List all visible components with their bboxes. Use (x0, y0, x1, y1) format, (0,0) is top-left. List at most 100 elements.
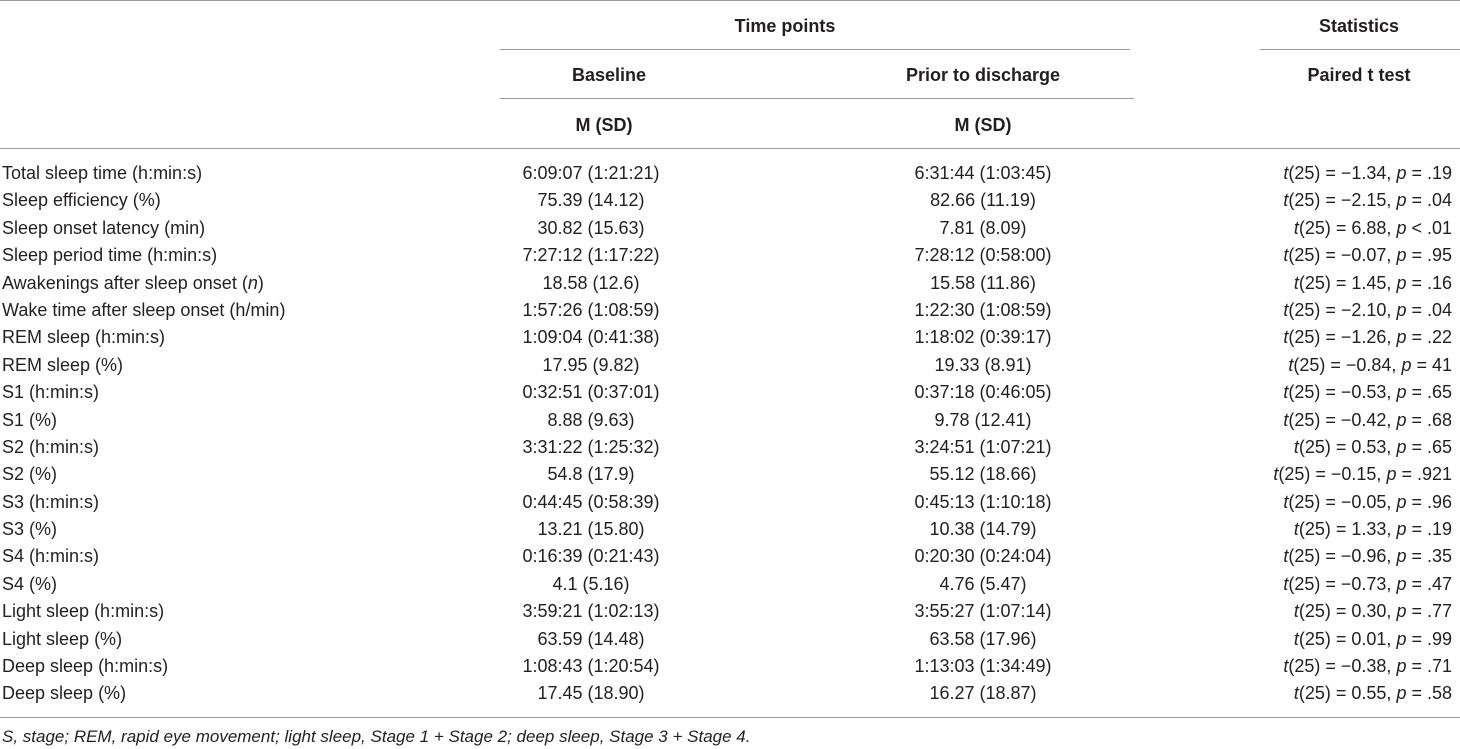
row-label: Awakenings after sleep onset (n) (2, 272, 264, 293)
table-row: REM sleep (%) 17.95 (9.82) 19.33 (8.91) t(2… (0, 352, 1460, 379)
results-table-body: Total sleep time (h:min:s) 6:09:07 (1:21:… (0, 160, 1460, 708)
table-bottom-rule (0, 717, 1460, 718)
table-footnote: S, stage; REM, rapid eye movement; light… (2, 727, 751, 746)
paired-t-test-value: t(25) = −0.96, p = .35 (1283, 546, 1452, 567)
discharge-value: 16.27 (18.87) (929, 683, 1037, 704)
baseline-value: 17.95 (9.82) (542, 354, 640, 375)
row-label: S4 (%) (2, 573, 58, 594)
baseline-value: 0:16:39 (0:21:43) (522, 546, 660, 567)
table-row: Awakenings after sleep onset (n) 18.58 (1… (0, 270, 1460, 297)
baseline-value: 7:27:12 (1:17:22) (522, 245, 660, 266)
paired-t-test-value: t(25) = −0.73, p = .47 (1283, 573, 1452, 594)
paired-t-test-value: t(25) = 0.53, p = .65 (1293, 436, 1452, 457)
discharge-value: 1:13:03 (1:34:49) (914, 656, 1052, 677)
table-row: S1 (%) 8.88 (9.63) 9.78 (12.41) t(25) = −0.… (0, 407, 1460, 434)
paired-t-test-value: t(25) = −0.84, p = 41 (1288, 354, 1452, 375)
paired-t-test-value: t(25) = −0.05, p = .96 (1283, 491, 1452, 512)
row-label: Deep sleep (%) (2, 683, 127, 704)
discharge-value: 0:45:13 (1:10:18) (914, 491, 1052, 512)
baseline-value: 6:09:07 (1:21:21) (522, 163, 660, 183)
paired-t-test-value: t(25) = −0.53, p = .65 (1283, 382, 1452, 403)
header-time-points: Time points (734, 16, 836, 36)
table-row: Deep sleep (h:min:s) 1:08:43 (1:20:54) 1:1… (0, 653, 1460, 680)
discharge-value: 0:37:18 (0:46:05) (914, 382, 1052, 403)
row-label: Light sleep (%) (2, 628, 123, 649)
row-label: Sleep period time (h:min:s) (2, 245, 218, 266)
discharge-value: 19.33 (8.91) (934, 354, 1032, 375)
row-label: S1 (h:min:s) (2, 382, 100, 403)
row-label: S4 (h:min:s) (2, 546, 100, 567)
table-row: S3 (h:min:s) 0:44:45 (0:58:39) 0:45:13 (1:… (0, 489, 1460, 516)
baseline-value: 3:31:22 (1:25:32) (522, 436, 660, 457)
paired-t-test-value: t(25) = −2.10, p = .04 (1283, 299, 1452, 320)
baseline-value: 1:57:26 (1:08:59) (522, 299, 660, 320)
row-label: REM sleep (%) (2, 354, 124, 375)
discharge-value: 4.76 (5.47) (939, 573, 1027, 594)
paired-t-test-value: t(25) = 6.88, p < .01 (1293, 217, 1452, 238)
discharge-value: 9.78 (12.41) (934, 409, 1032, 430)
paired-t-test-value: t(25) = −0.38, p = .71 (1283, 656, 1452, 677)
baseline-value: 1:08:43 (1:20:54) (522, 656, 660, 677)
paired-t-test-value: t(25) = −0.07, p = .95 (1283, 245, 1452, 266)
table-row: S4 (%) 4.1 (5.16) 4.76 (5.47) t(25) = −0.73… (0, 571, 1460, 598)
table-row: Deep sleep (%) 17.45 (18.90) 16.27 (18.87)… (0, 680, 1460, 707)
row-label: Sleep efficiency (%) (2, 190, 161, 211)
discharge-value: 6:31:44 (1:03:45) (914, 163, 1052, 183)
header-prior-to-discharge: Prior to discharge (905, 65, 1061, 85)
time-points-rule (500, 49, 1130, 50)
baseline-value: 75.39 (14.12) (537, 190, 645, 211)
table-row: Light sleep (h:min:s) 3:59:21 (1:02:13) 3:… (0, 598, 1460, 625)
table-row: S1 (h:min:s) 0:32:51 (0:37:01) 0:37:18 (0:… (0, 379, 1460, 406)
baseline-value: 3:59:21 (1:02:13) (522, 601, 660, 622)
row-label: Light sleep (h:min:s) (2, 601, 165, 622)
discharge-value: 3:55:27 (1:07:14) (914, 601, 1052, 622)
paired-t-test-value: t(25) = −0.42, p = .68 (1283, 409, 1452, 430)
discharge-value: 15.58 (11.86) (930, 272, 1036, 293)
discharge-value: 55.12 (18.66) (929, 464, 1037, 485)
discharge-value: 3:24:51 (1:07:21) (914, 436, 1052, 457)
row-label: S3 (h:min:s) (2, 491, 100, 512)
baseline-value: 18.58 (12.6) (542, 272, 640, 293)
paired-t-test-value: t(25) = −2.15, p = .04 (1283, 190, 1452, 211)
baseline-value: 0:32:51 (0:37:01) (522, 382, 660, 403)
top-rule (0, 0, 1460, 1)
table-row: Sleep onset latency (min) 30.82 (15.63) 7.… (0, 215, 1460, 242)
baseline-value: 30.82 (15.63) (537, 217, 645, 238)
discharge-value: 7:28:12 (0:58:00) (914, 245, 1052, 266)
discharge-value: 63.58 (17.96) (929, 628, 1037, 649)
row-label: S3 (%) (2, 519, 58, 540)
paired-t-test-value: t(25) = 1.45, p = .16 (1293, 272, 1452, 293)
baseline-rule (500, 98, 1134, 99)
paired-t-test-value: t(25) = 1.33, p = .19 (1293, 519, 1452, 540)
table-row: S2 (h:min:s) 3:31:22 (1:25:32) 3:24:51 (1:… (0, 434, 1460, 461)
table-row: S3 (%) 13.21 (15.80) 10.38 (14.79) t(25) = … (0, 516, 1460, 543)
discharge-value: 82.66 (11.19) (930, 190, 1036, 211)
baseline-value: 0:44:45 (0:58:39) (522, 491, 660, 512)
row-label: S2 (h:min:s) (2, 436, 100, 457)
discharge-value: 0:20:30 (0:24:04) (914, 546, 1052, 567)
table-row: REM sleep (h:min:s) 1:09:04 (0:41:38) 1:18… (0, 324, 1460, 351)
table-row: S4 (h:min:s) 0:16:39 (0:21:43) 0:20:30 (0:… (0, 543, 1460, 570)
paired-t-test-value: t(25) = 0.30, p = .77 (1293, 601, 1452, 622)
paired-t-test-value: t(25) = 0.55, p = .58 (1293, 683, 1452, 704)
table-row: S2 (%) 54.8 (17.9) 55.12 (18.66) t(25) = −0… (0, 461, 1460, 488)
table-row: Light sleep (%) 63.59 (14.48) 63.58 (17.96… (0, 626, 1460, 653)
discharge-value: 10.38 (14.79) (929, 519, 1037, 540)
row-label: Wake time after sleep onset (h/min) (2, 299, 286, 320)
header-msd-baseline: M (SD) (575, 115, 633, 135)
baseline-value: 63.59 (14.48) (537, 628, 645, 649)
discharge-value: 7.81 (8.09) (939, 217, 1027, 238)
baseline-value: 8.88 (9.63) (547, 409, 635, 430)
discharge-value: 1:18:02 (0:39:17) (914, 327, 1052, 348)
row-label: Deep sleep (h:min:s) (2, 656, 169, 677)
table-row: Wake time after sleep onset (h/min) 1:57:… (0, 297, 1460, 324)
baseline-value: 1:09:04 (0:41:38) (522, 327, 660, 348)
discharge-value: 1:22:30 (1:08:59) (914, 299, 1052, 320)
baseline-value: 54.8 (17.9) (547, 464, 635, 485)
row-label: Total sleep time (h:min:s) (2, 163, 203, 183)
paired-t-test-value: t(25) = −1.26, p = .22 (1283, 327, 1452, 348)
paired-t-test-value: t(25) = −0.15, p = .921 (1273, 464, 1452, 485)
header-bottom-rule (0, 148, 1460, 149)
baseline-value: 4.1 (5.16) (552, 573, 630, 594)
header-msd-discharge: M (SD) (954, 115, 1012, 135)
